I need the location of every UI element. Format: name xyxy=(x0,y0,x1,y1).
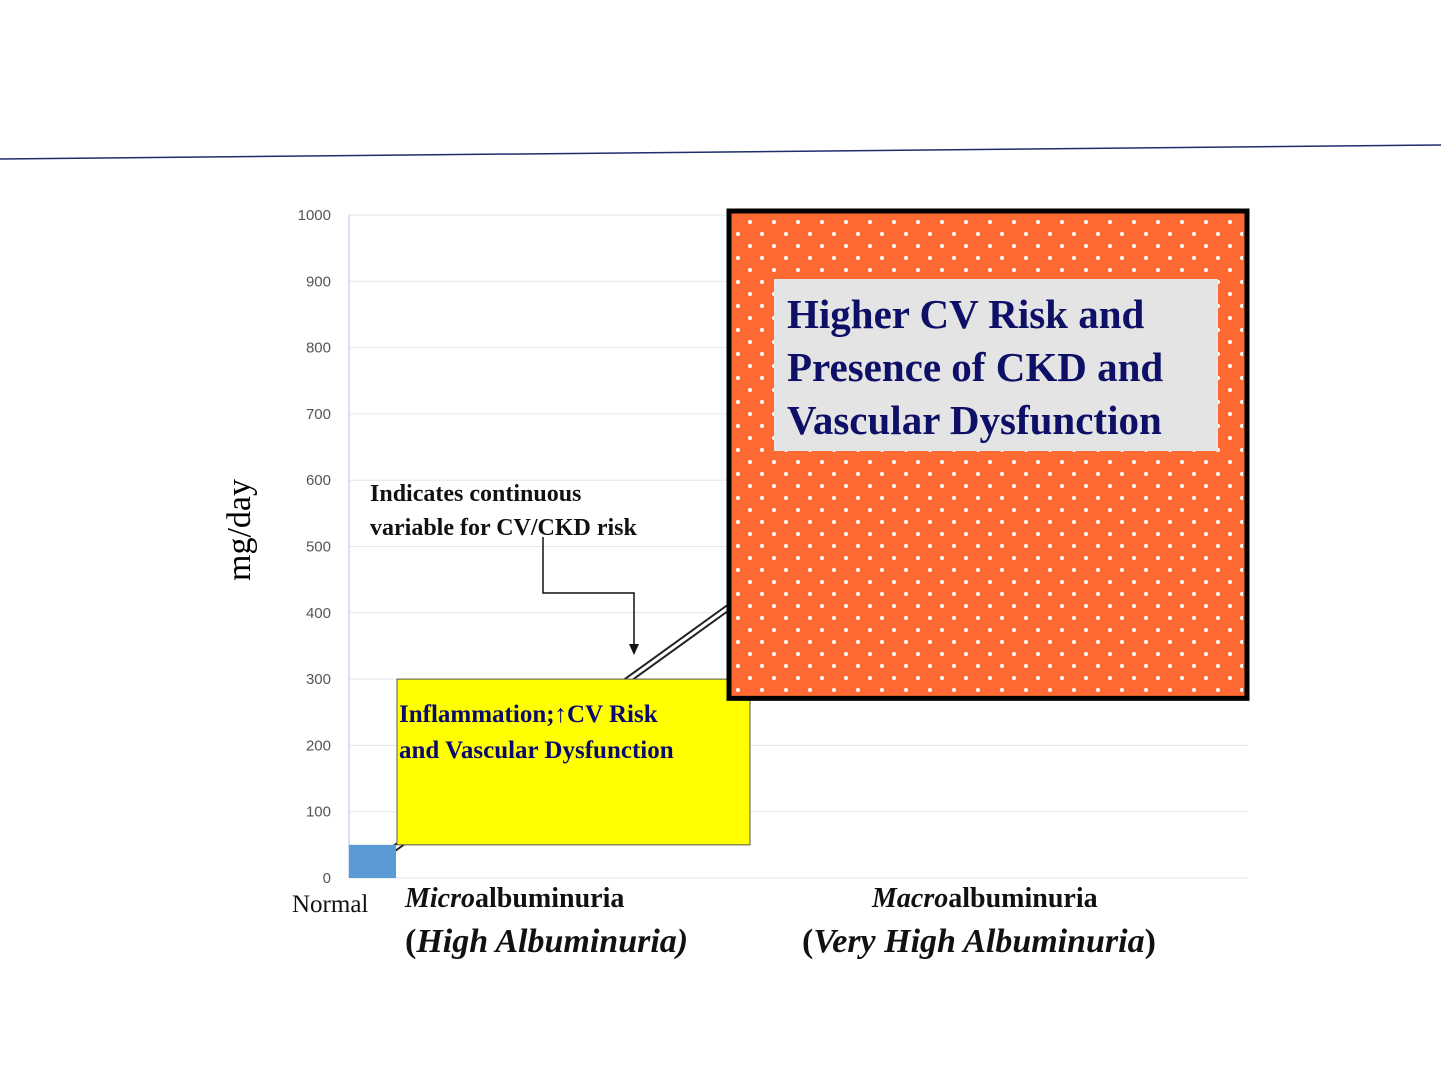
trend-note-line-1: Indicates continuous xyxy=(370,481,581,507)
header-rule xyxy=(0,144,1441,160)
y-axis-label: mg/day xyxy=(221,479,258,581)
y-tick-label: 200 xyxy=(306,737,331,754)
micro-box-text-line-2: and Vascular Dysfunction xyxy=(399,737,674,764)
y-tick-label: 100 xyxy=(306,804,331,821)
y-tick-label: 1000 xyxy=(298,207,331,224)
x-sublabel-microalbuminuria: (High Albuminuria) xyxy=(405,923,688,960)
normal-bar xyxy=(349,844,396,878)
y-tick-label: 300 xyxy=(306,671,331,688)
y-tick-label: 900 xyxy=(306,273,331,290)
y-tick-label: 600 xyxy=(306,472,331,489)
macro-text-panel xyxy=(774,279,1218,451)
x-label-microalbuminuria: Microalbuminuria xyxy=(404,883,624,914)
y-tick-label: 500 xyxy=(306,539,331,556)
y-tick-label: 700 xyxy=(306,406,331,423)
x-label-normal: Normal xyxy=(292,891,368,918)
y-tick-label: 0 xyxy=(323,870,331,887)
trend-note-arrowhead xyxy=(629,644,639,655)
macro-box-text-line-2: Presence of CKD and xyxy=(787,344,1163,390)
macro-box-text-line-1: Higher CV Risk and xyxy=(787,291,1145,337)
trend-note-arrow xyxy=(542,537,635,648)
x-sublabel-macroalbuminuria: (Very High Albuminuria) xyxy=(802,923,1156,960)
micro-box-text-line-1: Inflammation;↑CV Risk xyxy=(399,701,658,728)
y-axis-ticks: 0 100 200 300 400 500 600 700 800 900 1000 xyxy=(298,207,331,887)
trend-note-line-2: variable for CV/CKD risk xyxy=(370,515,638,541)
x-label-macroalbuminuria: Macroalbuminuria xyxy=(871,883,1098,914)
y-tick-label: 800 xyxy=(306,340,331,357)
y-tick-label: 400 xyxy=(306,605,331,622)
macro-box-text-line-3: Vascular Dysfunction xyxy=(787,397,1162,443)
microalbuminuria-box xyxy=(396,678,751,846)
